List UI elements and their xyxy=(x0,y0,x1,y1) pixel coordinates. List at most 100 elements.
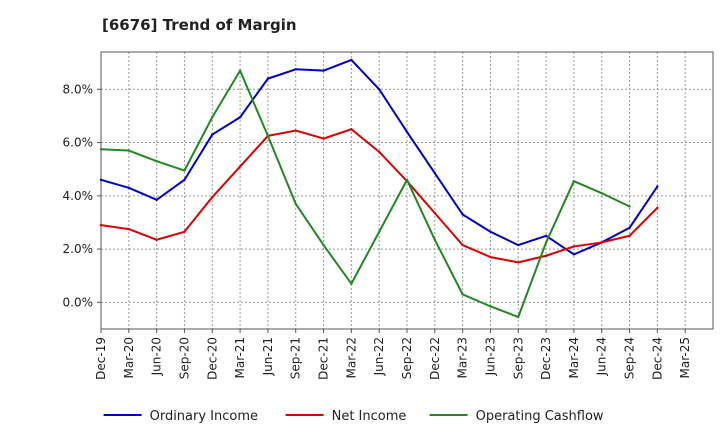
ordinary-income-point xyxy=(517,243,520,247)
operating-cashflow-point xyxy=(628,205,631,208)
operating-cashflow-point xyxy=(238,69,242,72)
x-tick-label: Sep-21 xyxy=(289,337,303,379)
legend-item-net-income: Net Income xyxy=(285,409,407,424)
net-income-point xyxy=(127,227,131,231)
operating-cashflow-point xyxy=(99,148,103,151)
ordinary-income-point xyxy=(544,234,548,237)
operating-cashflow-point xyxy=(155,160,158,163)
net-income-point xyxy=(322,137,325,140)
legend-label: Ordinary Income xyxy=(150,409,258,424)
net-income-point xyxy=(489,255,492,259)
y-tick-label: 6.0% xyxy=(63,136,94,150)
ordinary-income-point xyxy=(461,213,464,216)
net-income-point xyxy=(600,241,603,244)
net-income-point xyxy=(155,238,158,241)
x-tick-label: Dec-19 xyxy=(94,337,108,380)
ordinary-income-point xyxy=(572,253,576,256)
net-income-point xyxy=(628,234,631,237)
net-income-point xyxy=(656,206,659,210)
ordinary-income-point xyxy=(656,185,659,188)
y-axis: 0.0% 2.0% 4.0% 6.0% 8.0% xyxy=(63,82,101,309)
net-income-point xyxy=(211,195,214,199)
operating-cashflow-point xyxy=(405,178,409,182)
x-tick-label: Mar-21 xyxy=(233,337,247,378)
x-tick-label: Jun-21 xyxy=(261,337,275,376)
x-tick-label: Jun-22 xyxy=(372,337,386,376)
legend-label: Net Income xyxy=(332,409,407,424)
operating-cashflow-point xyxy=(489,305,492,308)
x-tick-label: Sep-22 xyxy=(400,337,414,379)
x-tick-label: Mar-24 xyxy=(567,337,581,378)
ordinary-income-point xyxy=(183,178,186,182)
ordinary-income-point xyxy=(294,68,297,71)
operating-cashflow-point xyxy=(350,282,353,285)
ordinary-income-point xyxy=(266,77,270,80)
grid-lines xyxy=(101,52,713,329)
x-tick-label: Mar-23 xyxy=(456,337,470,378)
legend-item-operating-cashflow: Operating Cashflow xyxy=(429,409,604,424)
x-tick-label: Jun-24 xyxy=(595,337,609,376)
legend: Ordinary Income Net Income Operating Cashf… xyxy=(103,409,604,424)
ordinary-income-point xyxy=(322,69,325,72)
operating-cashflow-point xyxy=(377,230,381,233)
x-axis: Dec-19 Mar-20 Jun-20 Sep-20 Dec-20 Mar-21 Jun-… xyxy=(94,329,692,380)
operating-cashflow-point xyxy=(572,179,576,183)
ordinary-income-point xyxy=(350,58,353,62)
operating-cashflow-point xyxy=(294,202,297,206)
x-tick-label: Sep-23 xyxy=(511,337,525,379)
operating-cashflow-point xyxy=(127,149,131,152)
y-tick-label: 2.0% xyxy=(63,242,94,256)
ordinary-income-point xyxy=(377,88,381,91)
net-income-point xyxy=(433,211,437,215)
operating-cashflow-point xyxy=(544,241,548,244)
ordinary-income-point xyxy=(238,116,242,119)
x-tick-label: Mar-25 xyxy=(678,337,692,378)
operating-cashflow-point xyxy=(517,315,520,319)
x-tick-label: Dec-24 xyxy=(650,337,664,380)
ordinary-income-point xyxy=(211,133,214,136)
operating-cashflow-point xyxy=(211,116,214,119)
net-income-point xyxy=(238,165,242,168)
operating-cashflow-point xyxy=(433,238,437,241)
net-income-point xyxy=(294,129,297,132)
x-tick-label: Mar-22 xyxy=(344,337,358,378)
x-tick-label: Dec-20 xyxy=(205,337,219,380)
operating-cashflow-point xyxy=(183,169,186,172)
ordinary-income-point xyxy=(405,130,409,134)
legend-label: Operating Cashflow xyxy=(476,409,604,424)
ordinary-income-point xyxy=(155,198,158,202)
net-income-point xyxy=(350,128,353,131)
operating-cashflow-point xyxy=(461,293,464,296)
ordinary-income-point xyxy=(99,178,103,182)
ordinary-income-point xyxy=(628,226,631,229)
net-income-point xyxy=(461,243,464,247)
x-tick-label: Dec-21 xyxy=(317,337,331,380)
x-tick-label: Jun-23 xyxy=(483,337,497,376)
series-lines xyxy=(99,58,659,319)
x-tick-label: Dec-23 xyxy=(539,337,553,380)
net-income-point xyxy=(517,261,520,264)
ordinary-income-point xyxy=(127,186,131,190)
ordinary-income-point xyxy=(489,230,492,233)
net-income-point xyxy=(99,223,103,227)
x-tick-label: Sep-20 xyxy=(177,337,191,379)
x-tick-label: Sep-24 xyxy=(623,337,637,379)
chart-title: [6676] Trend of Margin xyxy=(102,16,297,34)
y-tick-label: 0.0% xyxy=(63,295,94,309)
legend-item-ordinary-income: Ordinary Income xyxy=(103,409,258,424)
x-tick-label: Jun-20 xyxy=(150,337,164,376)
x-tick-label: Dec-22 xyxy=(428,337,442,380)
operating-cashflow-point xyxy=(600,191,603,195)
operating-cashflow-point xyxy=(266,134,270,138)
ordinary-income-point xyxy=(433,171,437,175)
net-income-point xyxy=(572,245,576,248)
operating-cashflow-line xyxy=(100,69,630,319)
operating-cashflow-point xyxy=(322,243,325,247)
y-tick-label: 8.0% xyxy=(63,82,94,96)
y-tick-label: 4.0% xyxy=(63,189,94,203)
net-income-point xyxy=(544,254,548,257)
net-income-point xyxy=(377,150,381,154)
net-income-point xyxy=(183,230,186,233)
